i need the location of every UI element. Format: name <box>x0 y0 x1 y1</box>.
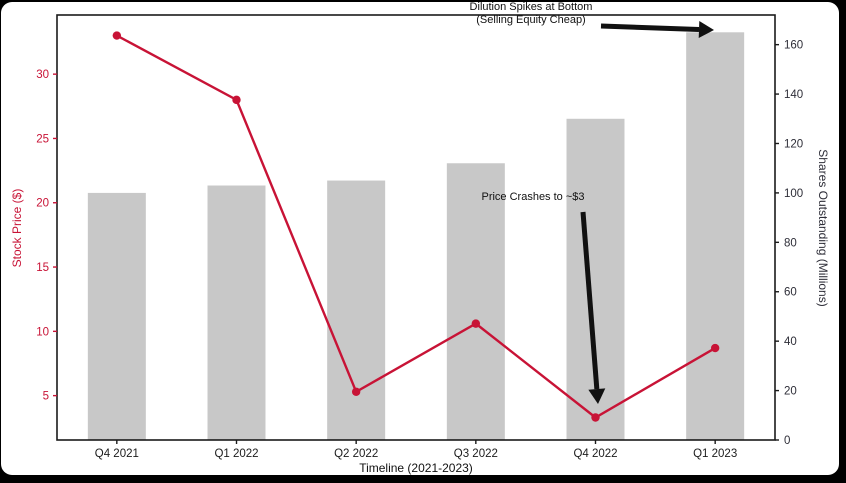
stock-price-point <box>351 387 361 396</box>
bar-q2-2022 <box>327 180 386 441</box>
x-axis-title: Timeline (2021-2023) <box>359 461 473 475</box>
annotation-arrowhead <box>588 388 606 404</box>
left-axis-title: Stock Price ($) <box>10 188 24 268</box>
right-tick-label: 20 <box>784 386 797 398</box>
plot-border <box>56 14 776 441</box>
annotation-price-crash: Price Crashes to ~$3 <box>481 191 584 204</box>
left-tick-label: 20 <box>36 198 49 210</box>
stock-price-point <box>232 95 241 105</box>
left-tick-label: 10 <box>36 326 49 338</box>
x-tick-label: Q1 2022 <box>214 448 258 460</box>
right-tick-label: 80 <box>784 237 797 249</box>
right-tick-label: 0 <box>784 435 790 447</box>
stock-price-point <box>471 319 481 328</box>
stock-price-point <box>591 413 600 422</box>
annotation-dilution: Dilution Spikes at Bottom (Selling Equit… <box>470 1 593 27</box>
right-axis-title: Shares Outstanding (Millions) <box>816 149 830 307</box>
annotation-arrow <box>600 23 700 32</box>
bar-q4-2021 <box>87 192 146 440</box>
bar-q3-2022 <box>446 163 505 441</box>
right-tick-label: 160 <box>784 40 803 52</box>
annotation-price-crash-line1: Price Crashes to ~$3 <box>481 191 585 203</box>
stock-price-point <box>112 31 122 40</box>
left-tick-label: 30 <box>36 69 49 81</box>
stock-price-line <box>116 34 716 419</box>
left-tick-label: 25 <box>36 133 49 145</box>
bar-q1-2022 <box>207 185 266 440</box>
x-tick-label: Q4 2022 <box>573 448 617 460</box>
right-tick-label: 60 <box>784 287 797 299</box>
x-tick-label: Q2 2022 <box>334 448 378 460</box>
right-tick-label: 120 <box>784 138 803 150</box>
annotation-arrowhead <box>698 20 714 38</box>
bar-q1-2023 <box>686 32 745 441</box>
right-tick-label: 100 <box>784 188 803 200</box>
annotation-dilution-line2: (Selling Equity Cheap) <box>476 14 586 26</box>
annotation-dilution-line1: Dilution Spikes at Bottom <box>469 1 593 13</box>
right-tick-label: 140 <box>784 89 803 101</box>
left-tick-label: 15 <box>36 262 49 274</box>
annotation-arrow <box>580 211 600 390</box>
x-tick-label: Q3 2022 <box>454 448 498 460</box>
x-tick-label: Q1 2023 <box>693 448 737 460</box>
x-tick-label: Q4 2021 <box>95 448 139 460</box>
right-tick-label: 40 <box>784 336 797 348</box>
stock-price-point <box>710 343 720 353</box>
left-tick-label: 5 <box>43 391 49 403</box>
